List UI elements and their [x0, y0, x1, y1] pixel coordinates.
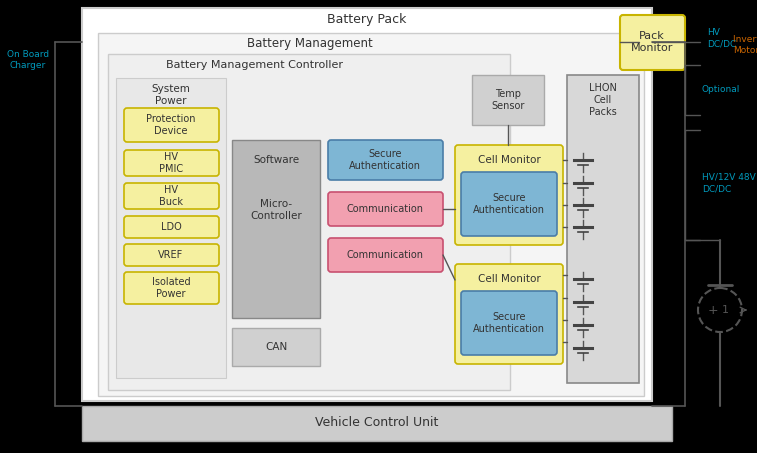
FancyBboxPatch shape: [124, 272, 219, 304]
Bar: [98, 33, 644, 396]
Text: Software: Software: [253, 155, 299, 165]
Bar: [82, 406, 672, 441]
FancyBboxPatch shape: [124, 244, 219, 266]
Text: HV
DC/DC: HV DC/DC: [707, 28, 737, 48]
Bar: [82, 8, 652, 401]
Text: HV
Buck: HV Buck: [159, 185, 183, 207]
FancyBboxPatch shape: [455, 264, 563, 364]
Text: Cell Monitor: Cell Monitor: [478, 155, 540, 165]
Text: HV
PMIC: HV PMIC: [159, 152, 183, 174]
Text: Pack
Monitor: Pack Monitor: [631, 31, 673, 53]
Text: Secure
Authentication: Secure Authentication: [349, 149, 421, 171]
Text: Battery Management: Battery Management: [247, 38, 373, 50]
Text: Protection
Device: Protection Device: [146, 114, 196, 136]
Text: System
Power: System Power: [151, 84, 191, 106]
Text: Isolated
Power: Isolated Power: [151, 277, 190, 299]
FancyBboxPatch shape: [328, 140, 443, 180]
Text: LDO: LDO: [160, 222, 182, 232]
Text: Temp
Sensor: Temp Sensor: [491, 89, 525, 111]
Text: LHON
Cell
Packs: LHON Cell Packs: [589, 82, 617, 117]
Text: CAN: CAN: [265, 342, 287, 352]
Text: Battery Management Controller: Battery Management Controller: [167, 60, 344, 70]
FancyBboxPatch shape: [455, 145, 563, 245]
Text: On Board
Charger: On Board Charger: [7, 50, 49, 70]
FancyBboxPatch shape: [461, 172, 557, 236]
Text: Secure
Authentication: Secure Authentication: [473, 312, 545, 334]
FancyBboxPatch shape: [328, 192, 443, 226]
FancyBboxPatch shape: [124, 183, 219, 209]
Text: Secure
Authentication: Secure Authentication: [473, 193, 545, 215]
FancyBboxPatch shape: [620, 15, 685, 70]
FancyBboxPatch shape: [328, 238, 443, 272]
Text: Battery Pack: Battery Pack: [327, 14, 407, 26]
FancyBboxPatch shape: [124, 216, 219, 238]
Text: Inverter &
Motor: Inverter & Motor: [733, 35, 757, 55]
FancyBboxPatch shape: [124, 108, 219, 142]
Text: +: +: [708, 304, 718, 317]
Text: Micro-
Controller: Micro- Controller: [250, 199, 302, 221]
Bar: [232, 140, 320, 318]
Bar: [472, 75, 544, 125]
FancyBboxPatch shape: [124, 150, 219, 176]
Text: Vehicle Control Unit: Vehicle Control Unit: [316, 416, 439, 429]
Bar: [108, 54, 510, 390]
Text: Optional: Optional: [702, 86, 740, 95]
Text: VREF: VREF: [158, 250, 184, 260]
Bar: [232, 328, 320, 366]
Text: 1: 1: [721, 305, 728, 315]
Text: HV/12V 48V
DC/DC: HV/12V 48V DC/DC: [702, 173, 755, 193]
FancyBboxPatch shape: [461, 291, 557, 355]
Text: Cell Monitor: Cell Monitor: [478, 274, 540, 284]
Bar: [567, 75, 639, 383]
Bar: [116, 78, 226, 378]
Text: Communication: Communication: [347, 204, 423, 214]
Text: Communication: Communication: [347, 250, 423, 260]
